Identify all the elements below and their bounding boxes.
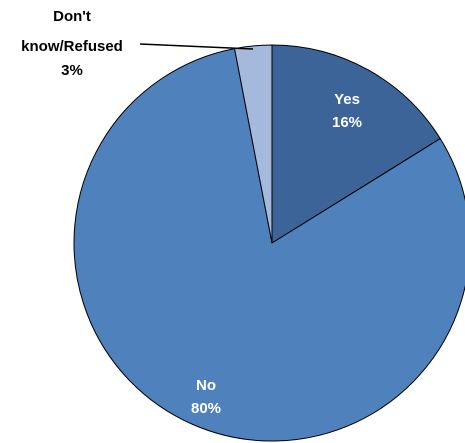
slice-value-dk: 3% bbox=[61, 62, 83, 79]
slice-label-no: No bbox=[196, 377, 216, 394]
slice-value-yes: 16% bbox=[332, 114, 362, 131]
leader-line-dk bbox=[139, 43, 254, 50]
slice-label-dk-line2: know/Refused bbox=[21, 38, 123, 55]
pie-slice-yes bbox=[271, 44, 441, 244]
slice-label-dk-line1: Don't bbox=[53, 8, 91, 25]
slice-label-yes: Yes bbox=[334, 91, 360, 108]
pie-slices bbox=[73, 44, 465, 442]
pie-slice-no bbox=[73, 47, 465, 442]
slice-value-no: 80% bbox=[191, 400, 221, 417]
pie-labels: Yes 16% No 80% Don't know/Refused 3% bbox=[21, 8, 362, 417]
